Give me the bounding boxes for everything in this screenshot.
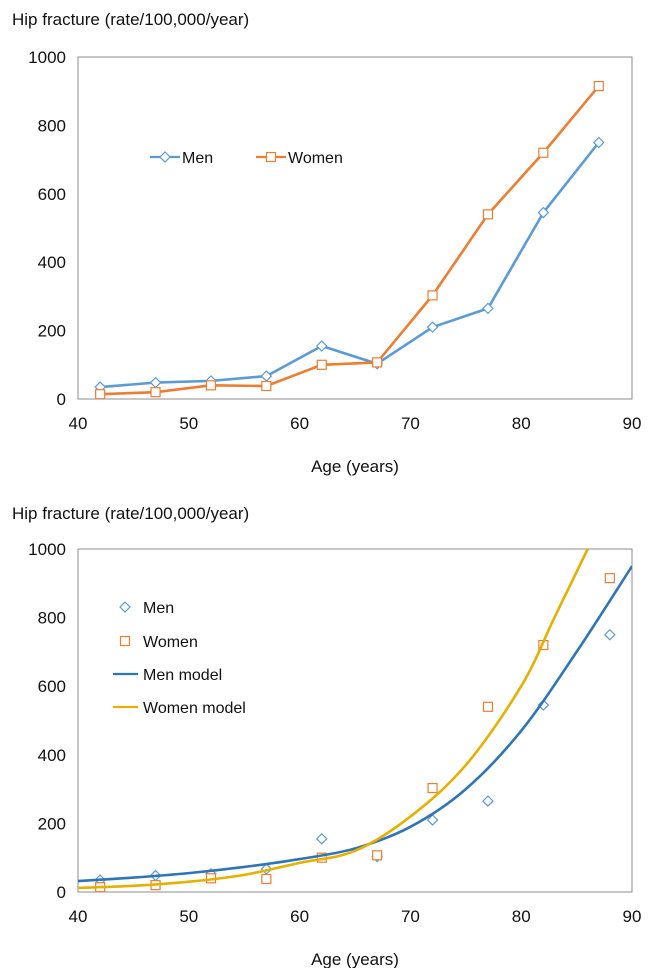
- legend: Men Women: [150, 150, 343, 167]
- plot-area: [77, 56, 633, 400]
- data-point: [149, 376, 162, 389]
- x-tick-label: 40: [69, 414, 88, 433]
- x-tick-label: 90: [623, 414, 642, 433]
- x-tick-label: 50: [179, 414, 198, 433]
- x-axis-title: Age (years): [311, 457, 399, 476]
- y-tick-label: 0: [57, 390, 66, 409]
- chart-top: Hip fracture (rate/100,000/year) 0 200 400…: [12, 10, 642, 476]
- data-point: [205, 380, 217, 391]
- y-tick-label: 0: [57, 883, 66, 902]
- data-point: [482, 795, 494, 807]
- legend-marker: [119, 601, 131, 613]
- x-tick-label: 40: [69, 907, 88, 926]
- data-point: [316, 359, 327, 370]
- legend-label: Women model: [143, 700, 246, 717]
- data-point: [261, 380, 272, 392]
- legend-label: Women: [143, 634, 198, 651]
- legend-label: Men model: [143, 667, 222, 684]
- data-point: [603, 628, 616, 641]
- x-tick-label: 60: [290, 907, 309, 926]
- data-point: [426, 321, 439, 334]
- data-point: [604, 573, 615, 584]
- chart-top-plot: 0 200 400 600 800 1000 40 50 60 70 80 90 Age (years)…: [28, 48, 642, 476]
- legend-label: Women: [288, 150, 343, 167]
- legend-marker: [265, 151, 277, 163]
- data-point: [261, 873, 272, 885]
- y-tick-label: 200: [38, 814, 66, 833]
- data-point: [372, 850, 383, 861]
- x-tick-label: 80: [512, 414, 531, 433]
- legend: Men Women Men model Women model: [113, 600, 246, 717]
- data-point: [372, 357, 383, 368]
- y-axis-title: Hip fracture (rate/100,000/year): [12, 10, 250, 29]
- y-tick-label: 400: [38, 746, 66, 765]
- data-point: [482, 701, 494, 712]
- legend-label: Men: [182, 150, 213, 167]
- data-point: [482, 302, 494, 315]
- series-line: [78, 549, 589, 890]
- x-tick-label: 90: [623, 907, 642, 926]
- data-point: [482, 209, 494, 220]
- x-tick-label: 50: [179, 907, 198, 926]
- y-tick-label: 800: [38, 609, 66, 628]
- y-tick-label: 600: [38, 677, 66, 696]
- y-tick-label: 1000: [28, 540, 66, 559]
- chart-bottom: Hip fracture (rate/100,000/year) 0 200 400…: [0, 484, 660, 968]
- data-point: [260, 370, 273, 382]
- x-tick-label: 60: [290, 414, 309, 433]
- data-point: [315, 340, 328, 352]
- data-point: [593, 80, 604, 92]
- y-tick-label: 200: [38, 322, 66, 341]
- x-tick-label: 70: [401, 414, 420, 433]
- plot-area: [77, 548, 633, 893]
- legend-marker: [119, 635, 131, 647]
- data-point: [426, 814, 439, 826]
- data-point: [315, 832, 328, 845]
- data-point: [592, 136, 605, 149]
- y-tick-label: 1000: [28, 48, 66, 67]
- legend-label: Men: [143, 600, 174, 617]
- y-tick-label: 600: [38, 185, 66, 204]
- y-axis-title: Hip fracture (rate/100,000/year): [12, 504, 250, 523]
- legend-marker: [159, 151, 171, 163]
- data-point: [537, 206, 550, 219]
- data-point: [427, 782, 438, 794]
- x-tick-label: 70: [401, 907, 420, 926]
- data-point: [95, 389, 106, 399]
- series-men: [94, 136, 605, 393]
- series-line: [100, 141, 600, 389]
- chart-bottom-plot: 0 200 400 600 800 1000 40 50 60 70 80 90 Age (years)…: [28, 540, 642, 968]
- y-tick-label: 800: [38, 116, 66, 135]
- series-women: [95, 80, 604, 399]
- data-point: [150, 387, 161, 398]
- x-axis-title: Age (years): [311, 950, 399, 968]
- x-tick-label: 80: [512, 907, 531, 926]
- series-women: [95, 573, 615, 892]
- data-point: [427, 290, 438, 301]
- series-line: [100, 85, 600, 396]
- data-point: [538, 147, 549, 158]
- y-tick-label: 400: [38, 253, 66, 272]
- series-women-model: [78, 549, 589, 890]
